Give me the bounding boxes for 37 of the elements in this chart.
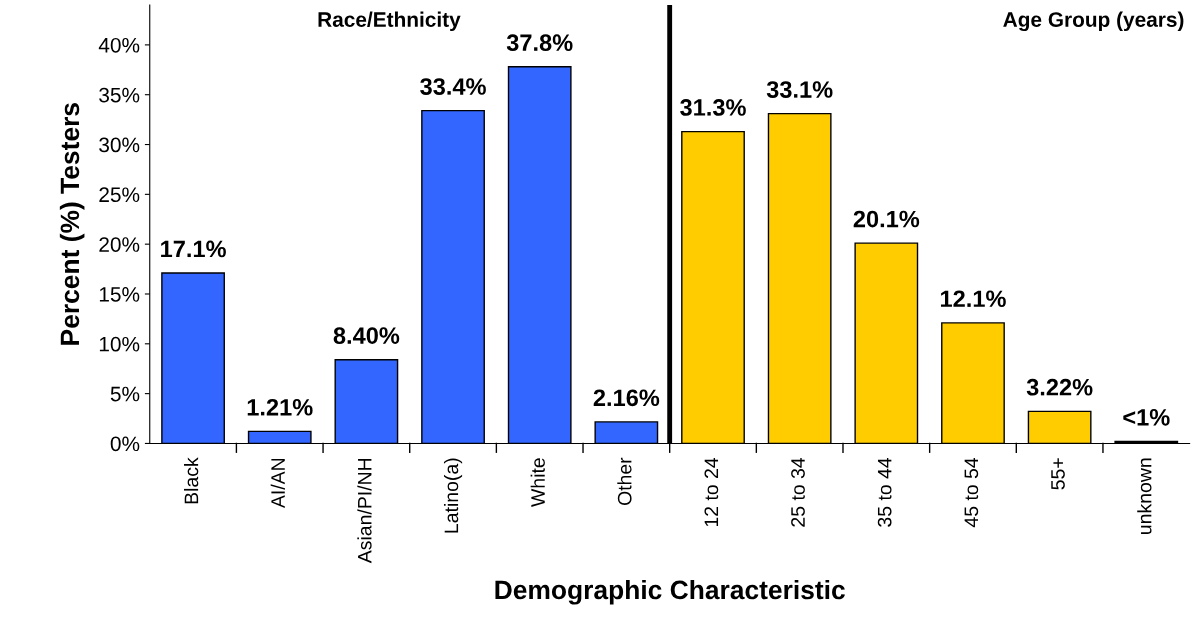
y-tick-label: 40% (98, 37, 140, 53)
y-tick-label: 35% (99, 87, 140, 103)
data-label: <1% (1123, 409, 1170, 426)
x-tick-label: White (530, 458, 545, 507)
y-tick-label: 20% (99, 237, 140, 252)
data-label: 1.21% (247, 398, 313, 416)
y-tick-label: 15% (99, 287, 140, 302)
x-tick-label: Asian/PI/NH (357, 458, 372, 564)
data-label: 37.8% (506, 34, 573, 52)
x-tick-label: Latino(a) (443, 458, 463, 533)
data-label: 3.22% (1026, 378, 1093, 396)
x-tick-label: 35 to 44 (877, 457, 892, 527)
x-tick-label: AI/AN (270, 458, 285, 509)
x-tick-label: unknown (1137, 458, 1152, 534)
data-label: 2.16% (593, 389, 660, 407)
x-tick-label: 55+ (1051, 458, 1065, 490)
data-label: 20.1% (853, 210, 920, 228)
y-tick-label: 10% (99, 336, 140, 352)
x-tick-label: Other (617, 457, 632, 506)
y-tick-label: 0% (110, 436, 140, 452)
x-tick-label: Black (184, 457, 199, 504)
y-tick-label: 30% (99, 137, 140, 153)
x-axis-title: Demographic Characteristic (495, 579, 845, 605)
y-axis-title: Percent (%) Testers (59, 103, 85, 345)
data-label: 33.4% (420, 78, 486, 95)
y-tick-label: 5% (110, 386, 140, 402)
data-label: 12.1% (940, 290, 1006, 308)
data-label: 31.3% (680, 99, 746, 116)
x-tick-label: 12 to 24 (704, 457, 719, 527)
y-tick-label: 25% (99, 187, 140, 203)
data-label: 17.1% (161, 240, 226, 258)
data-label: 8.40% (333, 327, 400, 344)
x-tick-label: 45 to 54 (964, 457, 979, 528)
annotation: Race/Ethnicity (318, 11, 461, 32)
x-tick-label: 25 to 34 (791, 457, 805, 527)
annotation: Age Group (years) (1003, 11, 1184, 32)
data-label: 33.1% (766, 81, 833, 98)
